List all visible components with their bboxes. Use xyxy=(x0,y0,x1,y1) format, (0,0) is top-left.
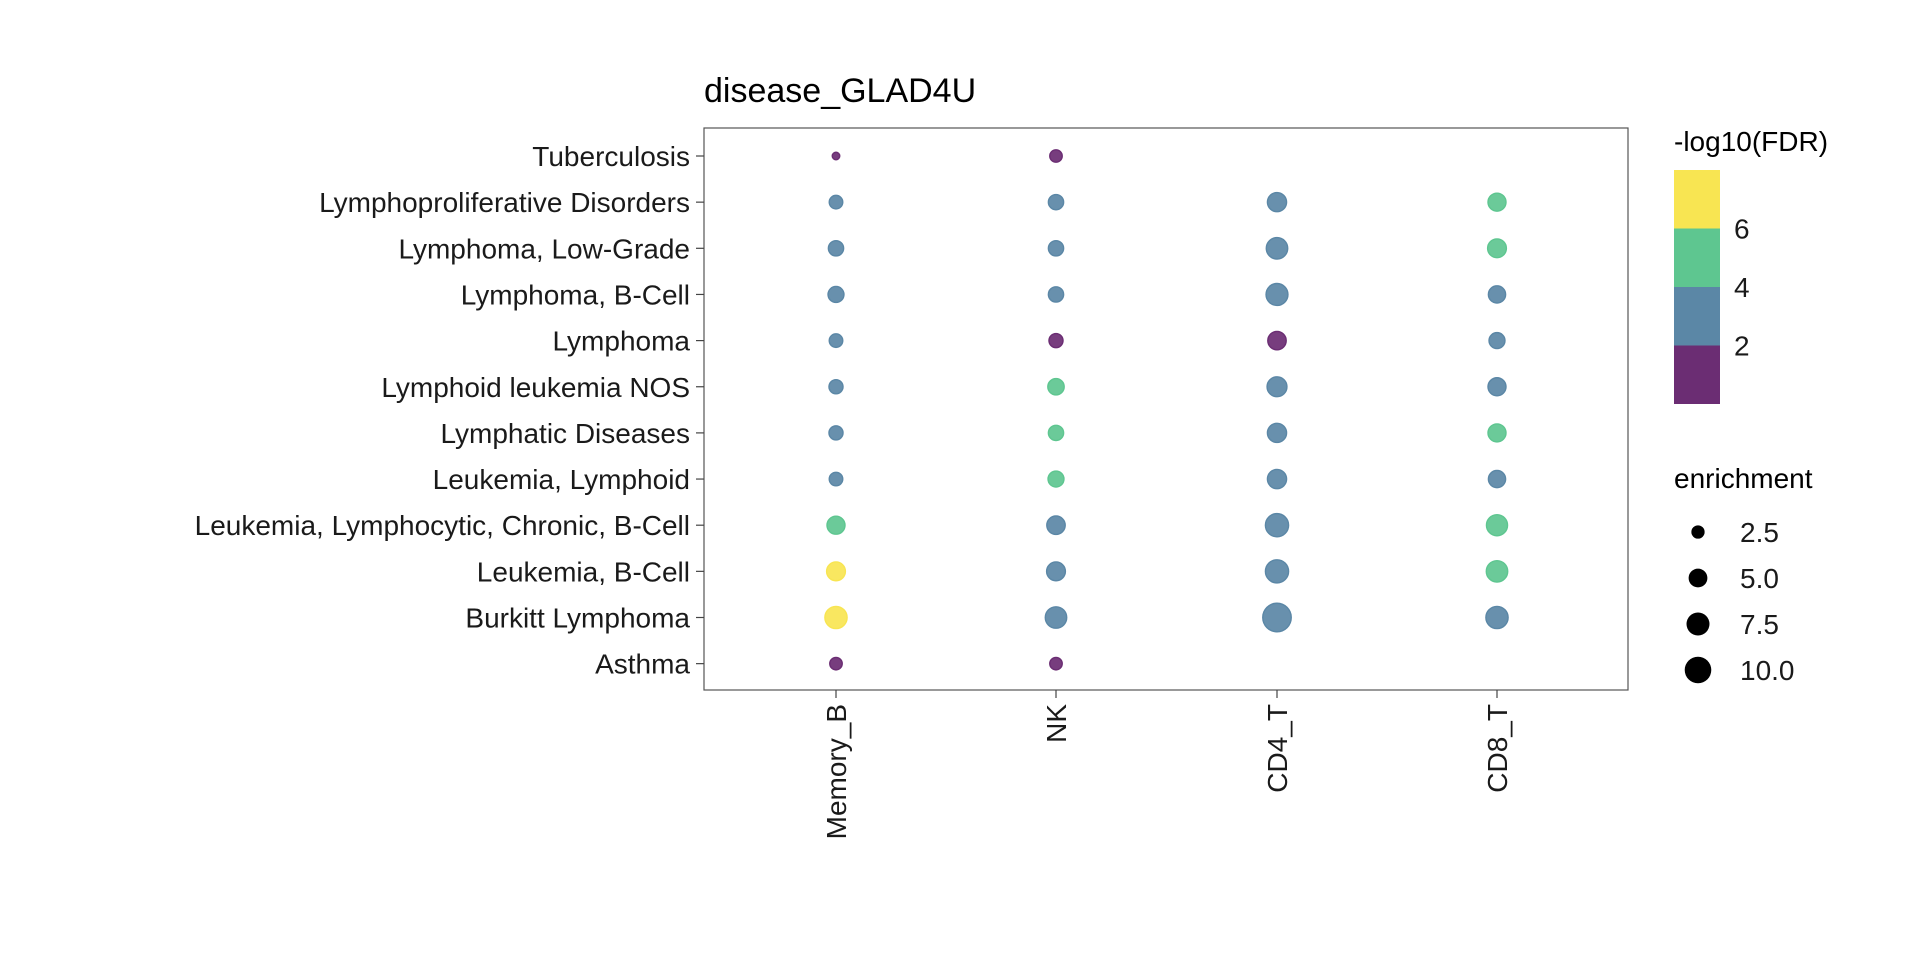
point-cd4-t-lymphoma-low-grade xyxy=(1265,236,1289,260)
point-cd4-t-burkitt-lymphoma xyxy=(1262,602,1292,633)
point-nk-lymphoma xyxy=(1048,332,1064,349)
point-cd4-t-lymphatic-diseases xyxy=(1266,422,1288,444)
point-cd8-t-lymphoma-b-cell xyxy=(1487,285,1507,304)
point-nk-leukemia-lymphoid xyxy=(1047,470,1065,488)
size-legend-dot xyxy=(1691,525,1705,539)
color-legend-label: 2 xyxy=(1734,331,1750,362)
point-cd4-t-leukemia-lymphoid xyxy=(1266,468,1288,490)
point-nk-lymphoid-leukemia-nos xyxy=(1047,377,1065,396)
point-cd8-t-lymphoma xyxy=(1488,331,1506,350)
point-memory-b-tuberculosis xyxy=(831,151,841,161)
point-memory-b-lymphoma-b-cell xyxy=(827,285,845,304)
y-tick-label: Lymphoma xyxy=(553,326,691,357)
size-legend-dot xyxy=(1686,612,1710,636)
point-cd8-t-lymphoma-low-grade xyxy=(1486,238,1508,259)
size-legend: enrichment 2.5 5.0 7.5 10.0 xyxy=(1674,463,1813,686)
point-nk-lymphoma-low-grade xyxy=(1047,239,1065,257)
point-nk-lymphoproliferative-disorders xyxy=(1047,193,1065,211)
size-legend-dot xyxy=(1688,568,1708,588)
size-legend-label: 7.5 xyxy=(1740,609,1779,640)
point-cd8-t-lymphatic-diseases xyxy=(1487,423,1507,443)
point-cd4-t-lymphoma-b-cell xyxy=(1265,282,1289,307)
point-cd8-t-lymphoid-leukemia-nos xyxy=(1487,377,1507,397)
point-cd8-t-lymphoproliferative-disorders xyxy=(1487,192,1507,212)
size-legend-title: enrichment xyxy=(1674,463,1813,494)
color-legend-bin xyxy=(1674,345,1720,404)
point-cd4-t-leukemia-b-cell xyxy=(1264,559,1290,584)
x-tick-label: CD8_T xyxy=(1482,704,1513,793)
point-memory-b-burkitt-lymphoma xyxy=(824,605,848,630)
x-tick-label: Memory_B xyxy=(821,704,852,839)
point-nk-burkitt-lymphoma xyxy=(1044,606,1068,629)
point-memory-b-lymphoproliferative-disorders xyxy=(828,194,844,210)
y-tick-label: Tuberculosis xyxy=(532,141,690,172)
point-nk-tuberculosis xyxy=(1049,149,1063,163)
point-cd4-t-lymphoma xyxy=(1267,330,1287,351)
color-legend-label: 6 xyxy=(1734,214,1750,245)
point-cd8-t-leukemia-lymphocytic-chronic-b-cell xyxy=(1485,513,1509,537)
x-tick-label: NK xyxy=(1041,704,1072,743)
y-tick-label: Lymphoma, Low-Grade xyxy=(398,233,690,264)
size-legend-label: 10.0 xyxy=(1740,655,1795,686)
point-nk-lymphatic-diseases xyxy=(1047,424,1065,442)
point-memory-b-lymphatic-diseases xyxy=(828,425,844,441)
point-nk-asthma xyxy=(1049,656,1063,671)
y-tick-label: Leukemia, B-Cell xyxy=(477,556,690,587)
point-memory-b-lymphoma-low-grade xyxy=(827,239,845,257)
y-tick-label: Burkitt Lymphoma xyxy=(465,603,690,634)
point-cd4-t-leukemia-lymphocytic-chronic-b-cell xyxy=(1264,512,1290,538)
y-axis: Asthma Burkitt Lymphoma Leukemia, B-Cell Le… xyxy=(195,141,704,680)
size-legend-label: 5.0 xyxy=(1740,563,1779,594)
point-memory-b-lymphoma xyxy=(828,333,844,349)
point-memory-b-leukemia-b-cell xyxy=(825,561,847,582)
point-nk-lymphoma-b-cell xyxy=(1047,286,1065,303)
point-nk-leukemia-lymphocytic-chronic-b-cell xyxy=(1046,515,1066,536)
y-tick-label: Leukemia, Lymphocytic, Chronic, B-Cell xyxy=(195,510,690,541)
point-memory-b-asthma xyxy=(829,656,843,671)
y-tick-label: Lymphatic Diseases xyxy=(440,418,690,449)
y-tick-label: Lymphoma, B-Cell xyxy=(461,279,690,310)
point-cd4-t-lymphoproliferative-disorders xyxy=(1266,191,1288,213)
x-tick-label: CD4_T xyxy=(1262,704,1293,793)
color-legend-title: -log10(FDR) xyxy=(1674,126,1828,157)
x-axis: Memory_B NK CD4_T CD8_T xyxy=(821,690,1513,839)
point-cd8-t-leukemia-lymphoid xyxy=(1487,469,1507,489)
point-memory-b-leukemia-lymphocytic-chronic-b-cell xyxy=(826,515,846,535)
point-cd4-t-lymphoid-leukemia-nos xyxy=(1266,376,1288,398)
size-legend-dot xyxy=(1684,656,1712,684)
y-tick-label: Lymphoproliferative Disorders xyxy=(319,187,690,218)
chart-title: disease_GLAD4U xyxy=(704,72,976,110)
color-legend-bin xyxy=(1674,287,1720,346)
y-tick-label: Leukemia, Lymphoid xyxy=(433,464,690,495)
point-nk-leukemia-b-cell xyxy=(1045,561,1067,582)
point-cd8-t-leukemia-b-cell xyxy=(1485,559,1509,583)
point-cd8-t-burkitt-lymphoma xyxy=(1485,605,1509,630)
plot-panel xyxy=(703,127,1629,691)
y-tick-label: Asthma xyxy=(595,649,690,680)
y-tick-label: Lymphoid leukemia NOS xyxy=(381,372,690,403)
color-legend-label: 4 xyxy=(1734,272,1750,303)
color-legend: -log10(FDR) 2 4 6 xyxy=(1674,126,1828,404)
data-points xyxy=(824,149,1509,671)
size-legend-label: 2.5 xyxy=(1740,517,1779,548)
point-memory-b-lymphoid-leukemia-nos xyxy=(828,379,844,395)
color-legend-bin xyxy=(1674,170,1720,229)
point-memory-b-leukemia-lymphoid xyxy=(828,471,844,487)
color-legend-bin xyxy=(1674,228,1720,287)
